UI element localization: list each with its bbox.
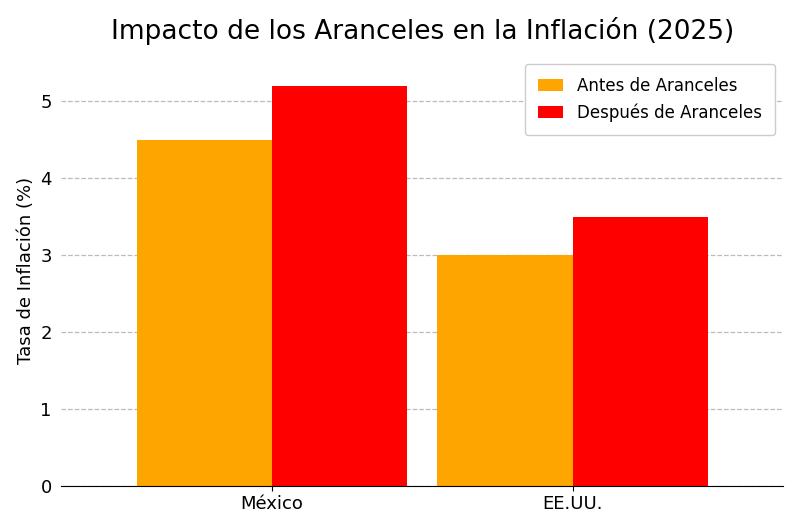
Bar bbox=[438, 255, 573, 485]
Bar bbox=[137, 140, 272, 485]
Bar bbox=[272, 86, 407, 485]
Bar bbox=[573, 217, 708, 485]
Title: Impacto de los Aranceles en la Inflación (2025): Impacto de los Aranceles en la Inflación… bbox=[110, 16, 734, 45]
Y-axis label: Tasa de Inflación (%): Tasa de Inflación (%) bbox=[17, 177, 34, 364]
Legend: Antes de Aranceles, Después de Aranceles: Antes de Aranceles, Después de Aranceles bbox=[525, 64, 775, 135]
